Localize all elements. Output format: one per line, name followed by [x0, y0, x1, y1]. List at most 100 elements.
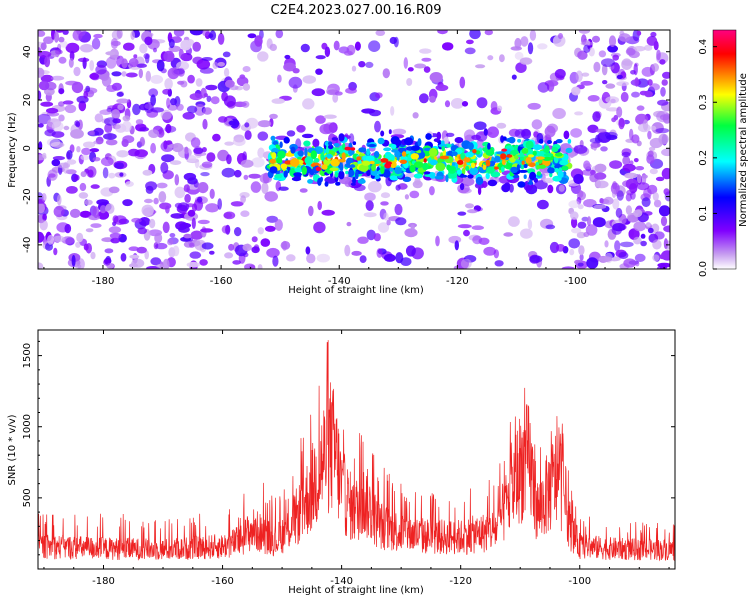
heatmap-cell [66, 186, 78, 194]
heatmap-cell [425, 133, 432, 140]
heatmap-cell [200, 228, 214, 233]
heatmap-cell [155, 242, 168, 250]
heatmap-cell [535, 156, 545, 160]
heatmap-cell [137, 227, 148, 235]
heatmap-cell [389, 175, 399, 181]
heatmap-cell [612, 54, 619, 61]
heatmap-cell [99, 109, 112, 115]
heatmap-cell [525, 157, 532, 164]
heatmap-cell [65, 169, 77, 175]
heatmap-cell [527, 154, 535, 158]
heatmap-cell [40, 74, 54, 83]
heatmap-cell [38, 67, 45, 78]
heatmap-cell [38, 203, 45, 214]
heatmap-cell [537, 82, 550, 93]
heatmap-cell [514, 155, 519, 160]
heatmap-cell [481, 180, 488, 188]
heatmap-cell [189, 30, 204, 36]
heatmap-cell [616, 190, 624, 201]
heatmap-cell [406, 78, 413, 86]
heatmap-cell [85, 85, 91, 93]
heatmap-cell [454, 240, 459, 251]
spectrogram-y-axis-label: Frequency (Hz) [7, 112, 18, 188]
heatmap-cell [630, 191, 636, 200]
heatmap-cell [324, 181, 329, 187]
heatmap-cell [555, 139, 563, 144]
heatmap-cell [326, 89, 340, 96]
heatmap-cell [475, 176, 484, 185]
heatmap-cell [441, 145, 446, 152]
heatmap-cell [605, 96, 620, 104]
heatmap-cell [304, 156, 314, 165]
heatmap-cell [110, 38, 119, 49]
heatmap-cell [536, 171, 542, 176]
x-tick-label: -140 [328, 276, 351, 287]
heatmap-cell [136, 63, 147, 68]
heatmap-cell [589, 137, 603, 144]
heatmap-cell [533, 177, 538, 183]
heatmap-cell [647, 130, 652, 140]
heatmap-cell [313, 221, 326, 234]
heatmap-cell [241, 100, 250, 108]
heatmap-cell [573, 144, 588, 154]
heatmap-cell [623, 258, 637, 268]
heatmap-cell [578, 190, 584, 198]
heatmap-hotspot [385, 161, 392, 165]
y-tick-label: 1500 [22, 343, 33, 368]
heatmap-cell [654, 231, 665, 240]
heatmap-cell [618, 251, 629, 259]
heatmap-cell [611, 188, 617, 198]
heatmap-cell [537, 43, 548, 50]
heatmap-cell [244, 130, 252, 141]
heatmap-cell [512, 174, 520, 179]
heatmap-cell [306, 253, 316, 264]
heatmap-cell [621, 60, 634, 66]
heatmap-cell [41, 193, 47, 202]
heatmap-hotspot [350, 147, 356, 151]
heatmap-cell [121, 139, 129, 147]
heatmap-cell [335, 181, 341, 186]
heatmap-cell [83, 243, 89, 251]
heatmap-cell [291, 176, 302, 182]
heatmap-cell [423, 171, 431, 175]
heatmap-cell [162, 221, 170, 233]
heatmap-cell [116, 30, 123, 39]
heatmap-cell [375, 92, 383, 99]
heatmap-cell [364, 192, 376, 202]
heatmap-cell [551, 146, 559, 153]
heatmap-cell [209, 188, 215, 199]
heatmap-cell [562, 171, 567, 177]
heatmap-cell [537, 199, 549, 210]
heatmap-cell [304, 147, 308, 157]
heatmap-cell [128, 58, 139, 68]
heatmap-cell [69, 208, 81, 218]
heatmap-cell [38, 30, 46, 37]
heatmap-cell [380, 201, 389, 206]
heatmap-cell [380, 130, 385, 137]
heatmap-cell [172, 245, 180, 257]
heatmap-cell [66, 159, 77, 165]
heatmap-cell [517, 181, 526, 188]
heatmap-cell [189, 251, 202, 259]
heatmap-cell [169, 160, 182, 166]
heatmap-cell [461, 167, 466, 175]
heatmap-cell [200, 87, 207, 99]
heatmap-cell [377, 137, 385, 145]
heatmap-cell [615, 207, 623, 218]
heatmap-cell [445, 132, 455, 137]
heatmap-cell [527, 102, 541, 110]
heatmap-cell [661, 148, 670, 157]
heatmap-cell [91, 37, 101, 50]
heatmap-cell [131, 258, 145, 268]
heatmap-cell [269, 158, 276, 164]
heatmap-cell [221, 225, 230, 234]
heatmap-cell [434, 175, 444, 180]
heatmap-cell [658, 133, 669, 145]
heatmap-cell [59, 40, 68, 48]
heatmap-cell [392, 128, 407, 135]
heatmap-cell [271, 98, 285, 104]
heatmap-cell [168, 143, 179, 149]
snr-panel: -180 -160 -140 -120 -100 500 1000 1500 Height o… [7, 329, 676, 596]
heatmap-cell [653, 199, 662, 208]
heatmap-cell [201, 242, 214, 250]
